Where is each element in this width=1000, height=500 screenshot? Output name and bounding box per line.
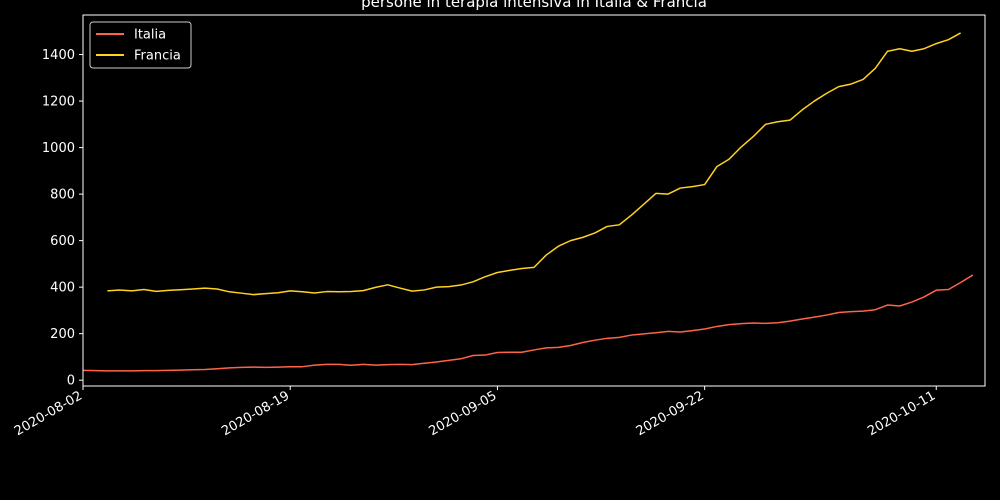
y-tick-label: 400 [50,281,75,296]
y-tick-label: 800 [50,188,75,203]
chart-title: persone in terapia intensiva in Italia &… [361,0,707,11]
y-tick-label: 0 [67,374,75,389]
plot-area [82,14,986,387]
y-tick-label: 1400 [42,48,75,63]
series-line-italia [82,274,974,372]
y-tick-label: 200 [50,327,75,342]
y-tick-label: 1200 [42,95,75,110]
series-line-francia [107,32,961,296]
legend-label-italia: Italia [134,28,166,43]
legend-label-francia: Francia [134,49,181,64]
y-axis: 0 200 400 600 800 1000 1200 1400 [42,48,83,389]
y-tick-label: 600 [50,234,75,249]
plot-frame [82,14,986,387]
legend: Italia Francia [89,21,192,69]
y-tick-label: 1000 [42,141,75,156]
